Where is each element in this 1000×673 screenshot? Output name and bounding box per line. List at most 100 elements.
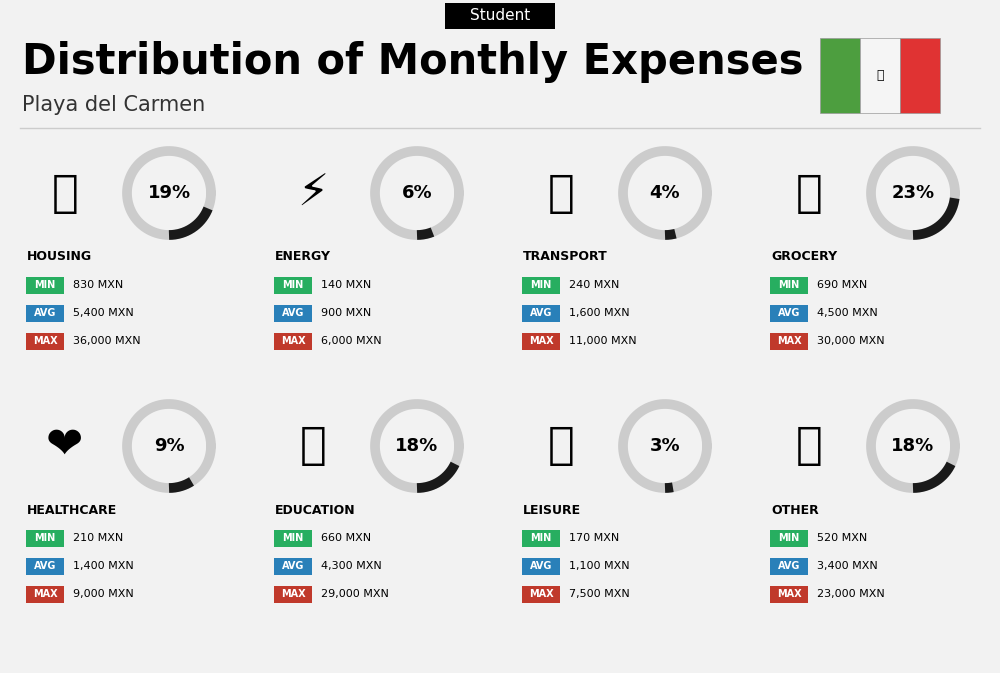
Text: 29,000 MXN: 29,000 MXN — [321, 589, 389, 599]
FancyBboxPatch shape — [26, 277, 64, 293]
Text: 690 MXN: 690 MXN — [817, 280, 867, 290]
Text: MIN: MIN — [282, 533, 304, 543]
FancyBboxPatch shape — [26, 586, 64, 602]
Text: 520 MXN: 520 MXN — [817, 533, 867, 543]
Text: MIN: MIN — [778, 280, 800, 290]
Text: 19%: 19% — [147, 184, 191, 202]
Text: 23%: 23% — [891, 184, 935, 202]
Text: EDUCATION: EDUCATION — [275, 503, 356, 516]
FancyBboxPatch shape — [26, 332, 64, 349]
Text: Student: Student — [470, 9, 530, 24]
Text: 1,400 MXN: 1,400 MXN — [73, 561, 134, 571]
Text: HOUSING: HOUSING — [27, 250, 92, 264]
Bar — [820, 38, 860, 113]
Text: AVG: AVG — [282, 561, 304, 571]
Text: 4,500 MXN: 4,500 MXN — [817, 308, 878, 318]
FancyBboxPatch shape — [770, 304, 808, 322]
Text: 6,000 MXN: 6,000 MXN — [321, 336, 382, 346]
Text: LEISURE: LEISURE — [523, 503, 581, 516]
Text: 170 MXN: 170 MXN — [569, 533, 619, 543]
Text: 1,600 MXN: 1,600 MXN — [569, 308, 630, 318]
FancyBboxPatch shape — [770, 557, 808, 575]
Bar — [900, 38, 940, 113]
Text: MAX: MAX — [33, 336, 57, 346]
Text: AVG: AVG — [34, 308, 56, 318]
Text: 830 MXN: 830 MXN — [73, 280, 123, 290]
Text: 💰: 💰 — [796, 425, 822, 468]
FancyBboxPatch shape — [770, 586, 808, 602]
Text: 240 MXN: 240 MXN — [569, 280, 619, 290]
Text: 9,000 MXN: 9,000 MXN — [73, 589, 134, 599]
Text: MIN: MIN — [34, 280, 56, 290]
Text: 23,000 MXN: 23,000 MXN — [817, 589, 885, 599]
FancyBboxPatch shape — [274, 586, 312, 602]
FancyBboxPatch shape — [274, 332, 312, 349]
Bar — [860, 38, 900, 113]
Text: AVG: AVG — [778, 561, 800, 571]
FancyBboxPatch shape — [770, 332, 808, 349]
Text: 5,400 MXN: 5,400 MXN — [73, 308, 134, 318]
Text: 30,000 MXN: 30,000 MXN — [817, 336, 885, 346]
FancyBboxPatch shape — [522, 304, 560, 322]
Text: MAX: MAX — [281, 589, 305, 599]
Text: 660 MXN: 660 MXN — [321, 533, 371, 543]
Text: 4,300 MXN: 4,300 MXN — [321, 561, 382, 571]
Text: GROCERY: GROCERY — [771, 250, 837, 264]
FancyBboxPatch shape — [522, 557, 560, 575]
Text: ⚡: ⚡ — [297, 172, 329, 215]
Text: 36,000 MXN: 36,000 MXN — [73, 336, 141, 346]
Text: MAX: MAX — [529, 589, 553, 599]
Text: 11,000 MXN: 11,000 MXN — [569, 336, 637, 346]
Text: 3%: 3% — [650, 437, 680, 455]
Text: MAX: MAX — [777, 336, 801, 346]
Text: 4%: 4% — [650, 184, 680, 202]
Text: 🚌: 🚌 — [548, 172, 574, 215]
FancyBboxPatch shape — [26, 304, 64, 322]
Text: MIN: MIN — [530, 280, 552, 290]
Text: 🛍️: 🛍️ — [548, 425, 574, 468]
FancyBboxPatch shape — [522, 586, 560, 602]
FancyBboxPatch shape — [522, 332, 560, 349]
FancyBboxPatch shape — [274, 530, 312, 546]
Text: 18%: 18% — [395, 437, 439, 455]
Text: AVG: AVG — [530, 561, 552, 571]
FancyBboxPatch shape — [445, 3, 555, 29]
Text: MAX: MAX — [33, 589, 57, 599]
Text: AVG: AVG — [530, 308, 552, 318]
Text: MIN: MIN — [530, 533, 552, 543]
FancyBboxPatch shape — [26, 557, 64, 575]
FancyBboxPatch shape — [522, 530, 560, 546]
Text: 🎓: 🎓 — [300, 425, 326, 468]
FancyBboxPatch shape — [274, 277, 312, 293]
Text: 18%: 18% — [891, 437, 935, 455]
Text: Playa del Carmen: Playa del Carmen — [22, 95, 205, 115]
FancyBboxPatch shape — [26, 530, 64, 546]
Text: MIN: MIN — [778, 533, 800, 543]
Text: MIN: MIN — [282, 280, 304, 290]
FancyBboxPatch shape — [274, 557, 312, 575]
Text: AVG: AVG — [778, 308, 800, 318]
Text: MAX: MAX — [281, 336, 305, 346]
Text: 9%: 9% — [154, 437, 184, 455]
Text: Distribution of Monthly Expenses: Distribution of Monthly Expenses — [22, 41, 804, 83]
Text: TRANSPORT: TRANSPORT — [523, 250, 608, 264]
FancyBboxPatch shape — [770, 530, 808, 546]
Text: 🛒: 🛒 — [796, 172, 822, 215]
Text: 3,400 MXN: 3,400 MXN — [817, 561, 878, 571]
Text: 6%: 6% — [402, 184, 432, 202]
Text: MAX: MAX — [529, 336, 553, 346]
Text: 🦅: 🦅 — [876, 69, 884, 82]
Text: 210 MXN: 210 MXN — [73, 533, 123, 543]
Text: 900 MXN: 900 MXN — [321, 308, 371, 318]
Text: AVG: AVG — [34, 561, 56, 571]
Text: MIN: MIN — [34, 533, 56, 543]
Text: 140 MXN: 140 MXN — [321, 280, 371, 290]
FancyBboxPatch shape — [274, 304, 312, 322]
FancyBboxPatch shape — [522, 277, 560, 293]
Text: AVG: AVG — [282, 308, 304, 318]
Text: MAX: MAX — [777, 589, 801, 599]
Text: ENERGY: ENERGY — [275, 250, 331, 264]
Text: 🏙: 🏙 — [52, 172, 78, 215]
Text: 1,100 MXN: 1,100 MXN — [569, 561, 630, 571]
Text: HEALTHCARE: HEALTHCARE — [27, 503, 117, 516]
